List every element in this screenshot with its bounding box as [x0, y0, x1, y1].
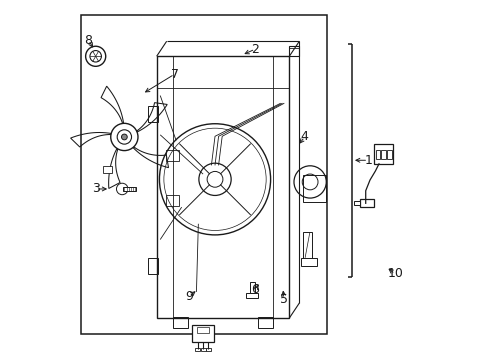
Bar — [156, 56, 289, 318]
Bar — [172, 318, 188, 328]
Circle shape — [116, 183, 128, 195]
Bar — [386, 150, 391, 159]
Bar — [353, 201, 360, 205]
Bar — [195, 348, 200, 351]
Bar — [246, 293, 257, 298]
Text: 4: 4 — [300, 130, 308, 144]
Text: 7: 7 — [170, 68, 178, 81]
Bar — [205, 348, 210, 351]
Bar — [166, 150, 179, 161]
Bar — [289, 46, 299, 56]
Text: 5: 5 — [279, 293, 287, 306]
Text: 10: 10 — [386, 267, 402, 280]
Bar — [359, 199, 373, 207]
Bar — [373, 144, 392, 164]
Circle shape — [85, 46, 105, 66]
Bar — [103, 166, 112, 173]
Text: 9: 9 — [184, 290, 192, 303]
Bar — [375, 150, 379, 159]
Bar — [249, 282, 254, 293]
Bar — [381, 150, 385, 159]
Text: 6: 6 — [251, 283, 259, 296]
Bar — [257, 318, 273, 328]
Text: 2: 2 — [251, 42, 259, 55]
Bar — [192, 324, 213, 342]
Text: 8: 8 — [84, 33, 92, 47]
Bar — [303, 175, 325, 202]
Bar — [197, 327, 208, 333]
Text: 3: 3 — [92, 183, 100, 195]
Circle shape — [110, 123, 138, 150]
Circle shape — [293, 166, 325, 198]
Bar — [122, 187, 136, 191]
Bar — [200, 348, 205, 351]
Bar — [81, 15, 326, 334]
Bar — [147, 106, 158, 122]
Circle shape — [121, 134, 127, 140]
Bar — [166, 195, 179, 206]
Bar — [301, 258, 317, 266]
Bar — [147, 258, 158, 274]
Text: 1: 1 — [364, 154, 371, 167]
Bar — [303, 231, 311, 266]
